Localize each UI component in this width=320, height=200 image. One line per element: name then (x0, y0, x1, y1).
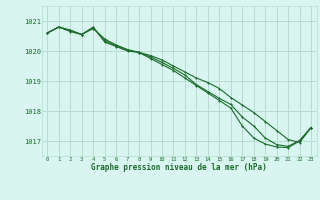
X-axis label: Graphe pression niveau de la mer (hPa): Graphe pression niveau de la mer (hPa) (91, 163, 267, 172)
